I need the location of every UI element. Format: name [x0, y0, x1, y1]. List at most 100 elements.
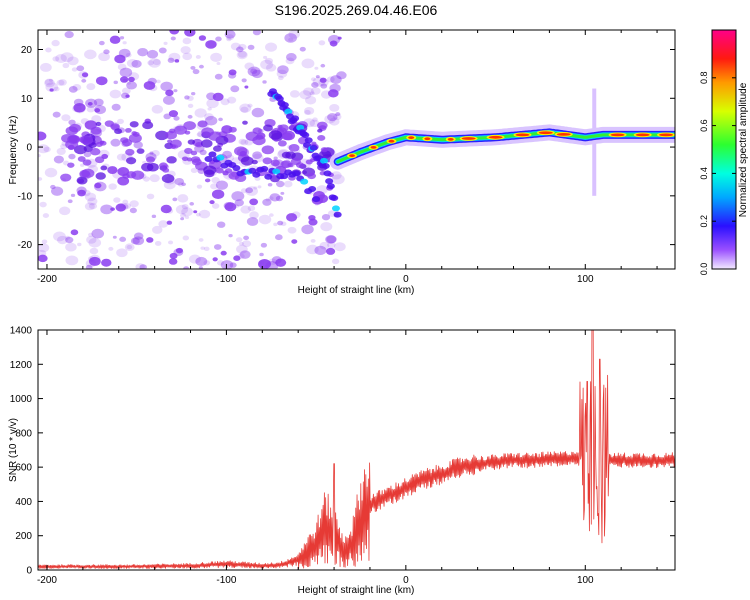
spectrogram-band-blob: [190, 150, 198, 156]
spectrogram-noise-blob: [285, 57, 295, 65]
spectrogram-noise-blob: [327, 241, 336, 249]
spectrogram-noise-blob: [101, 258, 112, 267]
spectrogram-lower-branch-blob: [264, 173, 273, 180]
spectrogram-band-blob: [242, 120, 248, 125]
spectrogram-band-blob: [77, 156, 86, 162]
spectrogram-noise-blob: [181, 204, 189, 210]
spectrogram-noise-blob: [330, 75, 342, 84]
spectrogram-lower-branch-blob: [312, 196, 321, 203]
spectrogram-noise-blob: [146, 237, 154, 243]
spectrogram-noise-blob: [180, 46, 191, 55]
snr-y-tick-label: 400: [15, 497, 32, 508]
spectrogram-noise-blob: [168, 258, 178, 265]
spectrogram-ridge-peak: [349, 154, 356, 158]
spectrogram-noise-blob: [211, 189, 225, 199]
spectrogram-noise-blob: [291, 239, 298, 244]
spectrogram-noise-blob: [245, 186, 258, 196]
spectrogram-ridge-peak: [556, 132, 571, 136]
spectrogram-noise-blob: [94, 105, 107, 115]
spectrogram-noise-blob: [194, 108, 207, 118]
spectrogram-noise-blob: [333, 242, 346, 252]
spectrogram-noise-blob: [73, 98, 84, 107]
spectrogram-noise-blob: [320, 221, 333, 232]
colorbar: 0.0 0.2 0.4 0.6 0.8 Normalized spectral ampl…: [699, 29, 749, 275]
spectrogram-noise-blob: [131, 59, 142, 68]
spectrogram-noise-blob: [88, 202, 98, 210]
spectrogram-noise-blob: [177, 194, 189, 203]
spectrogram-noise-blob: [311, 81, 319, 88]
spectrogram-noise-blob: [260, 242, 268, 248]
spectrogram-noise-blob: [151, 104, 164, 114]
spectrogram-noise-blob: [65, 255, 79, 266]
spectrogram-band-blob: [142, 121, 154, 130]
spectrogram-noise-blob: [160, 81, 173, 92]
spectrogram-noise-blob: [214, 73, 223, 80]
spectrogram-noise-blob: [126, 58, 139, 68]
spectrogram-noise-blob: [257, 185, 262, 189]
spectrogram-band-blob: [65, 139, 79, 150]
colorbar-gradient: [711, 29, 737, 270]
spectrogram-noise-blob: [258, 214, 272, 225]
spectrogram-noise-blob: [121, 87, 131, 95]
spectrogram-band-blob: [234, 146, 248, 156]
spectrogram-band-blob: [60, 173, 72, 182]
spectrogram-noise-blob: [59, 206, 71, 216]
spectrogram-band-blob: [215, 167, 224, 174]
spectrogram-band-blob: [200, 139, 213, 148]
spectrogram-noise-blob: [229, 262, 237, 268]
spectrogram-noise-blob: [118, 202, 129, 211]
spectrogram-noise-blob: [128, 72, 140, 81]
spectrogram-noise-blob: [114, 54, 126, 64]
spectrogram-band-blob: [146, 156, 156, 163]
spectrogram-noise-blob: [129, 207, 137, 214]
spectrogram-noise-blob: [119, 236, 127, 242]
spectrogram-band-blob: [73, 145, 87, 155]
spectrogram-noise-blob: [331, 258, 340, 265]
spectrogram-band-blob: [82, 159, 92, 166]
spectrogram-noise-blob: [278, 75, 284, 81]
spectrogram-noise-blob: [308, 218, 318, 226]
spectrogram-noise-blob: [76, 186, 87, 195]
spectrogram-ridge-peak: [388, 139, 395, 143]
spectrogram-noise-blob: [48, 78, 53, 82]
spectrogram-lower-branch-blob: [204, 155, 213, 162]
spectrogram-noise-blob: [174, 59, 180, 63]
spectrogram-noise-blob: [122, 41, 127, 45]
spectrogram-descending-branch-blob: [330, 195, 339, 202]
spectrogram-band-blob: [67, 162, 75, 168]
spectrogram-lower-branch-blob: [260, 165, 269, 172]
spectrogram-noise-blob: [122, 78, 128, 83]
spectrogram-noise-blob: [40, 62, 52, 72]
spectrogram-noise-blob: [238, 138, 247, 145]
spectrogram-noise-blob: [85, 264, 93, 269]
spectrogram-noise-blob: [217, 260, 225, 266]
spectrogram-descending-branch-blob: [323, 170, 332, 177]
spectrogram-noise-blob: [95, 76, 108, 86]
spectrogram-noise-blob: [44, 78, 56, 88]
spectrogram-noise-blob: [56, 147, 66, 155]
spectrogram-noise-blob: [199, 149, 207, 156]
spectrogram-noise-blob: [326, 76, 335, 83]
spectrogram-noise-blob: [85, 98, 98, 108]
spectrogram-noise-blob: [309, 119, 320, 128]
spectrogram-y-tick-label: -20: [18, 240, 33, 251]
spectrogram-noise-blob: [110, 207, 115, 211]
spectrogram-noise-blob: [147, 60, 154, 66]
spectrogram-noise-blob: [198, 266, 203, 269]
spectrogram-noise-blob: [184, 215, 190, 220]
spectrogram-noise-blob: [84, 192, 97, 202]
spectrogram-noise-blob: [133, 141, 143, 149]
spectrogram-band-blob: [224, 168, 233, 174]
spectrogram-noise-blob: [112, 235, 117, 239]
spectrogram-noise-blob: [195, 256, 208, 267]
spectrogram-noise-blob: [207, 107, 212, 111]
spectrogram-band-blob: [129, 121, 139, 128]
spectrogram-noise-blob: [156, 79, 161, 84]
spectrogram-noise-blob: [173, 248, 184, 257]
spectrogram-noise-blob: [336, 71, 347, 80]
spectrogram-band-blob: [76, 176, 88, 185]
spectrogram-band-blob: [262, 157, 273, 165]
snr-series-line: [38, 330, 675, 570]
spectrogram-noise-blob: [175, 247, 183, 254]
